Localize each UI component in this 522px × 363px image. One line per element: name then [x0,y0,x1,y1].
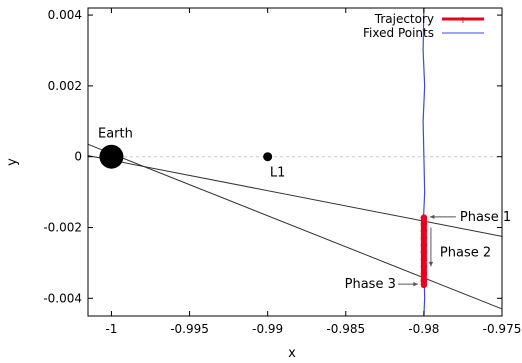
legend-label-0: Trajectory [374,12,434,26]
body-earth [99,144,124,169]
legend: Trajectory + Fixed Points [363,12,484,40]
trajectory-point [420,249,428,256]
annotation-phase-2: Phase 2 [440,245,491,260]
trajectory-lines-layer [87,143,503,310]
plot-frame-layer [87,7,503,317]
trajectory-layer [420,214,428,289]
legend-label-1: Fixed Points [363,26,434,40]
bodies-layer [99,144,273,169]
axis-labels-layer: xy [5,158,296,361]
ticks-layer: -1 -0.995 -0.99 -0.985 -0.98 -0.975 0.004 0.002… [43,8,521,336]
trajectory-point [420,270,428,277]
x-tick-label: -0.985 [326,322,365,336]
y-tick-label: -0.004 [43,291,82,305]
y-tick-label: 0.002 [48,79,82,93]
annotation-phase-3: Phase 3 [345,277,396,292]
phase1-arrow-head [429,214,435,220]
trajectory-point [420,234,428,242]
plot-frame [87,7,503,317]
annotation-earth: Earth [98,127,133,142]
annotation-l1: L1 [270,166,286,181]
y-tick-label: 0.004 [48,8,82,22]
x-tick-label: -0.995 [170,322,209,336]
phase2-arrow-head [428,261,434,267]
trajectory-point [420,220,428,228]
trajectory-point [420,263,428,270]
trajectory-point [420,214,428,221]
phase3-arrow-head [413,281,418,287]
x-tick-label: -0.99 [252,322,283,336]
trajectory-point [420,227,428,235]
y-axis-label: y [5,158,20,166]
line-lower [87,143,503,310]
x-tick-label: -0.975 [483,322,522,336]
annotations-layer: Earth L1 Phase 1 Phase 2 Phase 3 [98,127,511,292]
x-axis-label: x [288,346,296,361]
x-tick-label: -1 [105,322,117,336]
legend-marker-0: + [459,15,467,26]
trajectory-point [420,281,428,289]
y-tick-label: 0 [74,150,82,164]
line-upper [87,155,503,237]
body-l1 [263,152,273,162]
trajectory-point [420,256,428,263]
y-tick-label: -0.002 [43,220,82,234]
trajectory-point [420,241,428,249]
x-tick-label: -0.98 [408,322,439,336]
annotation-phase-1: Phase 1 [460,210,511,225]
